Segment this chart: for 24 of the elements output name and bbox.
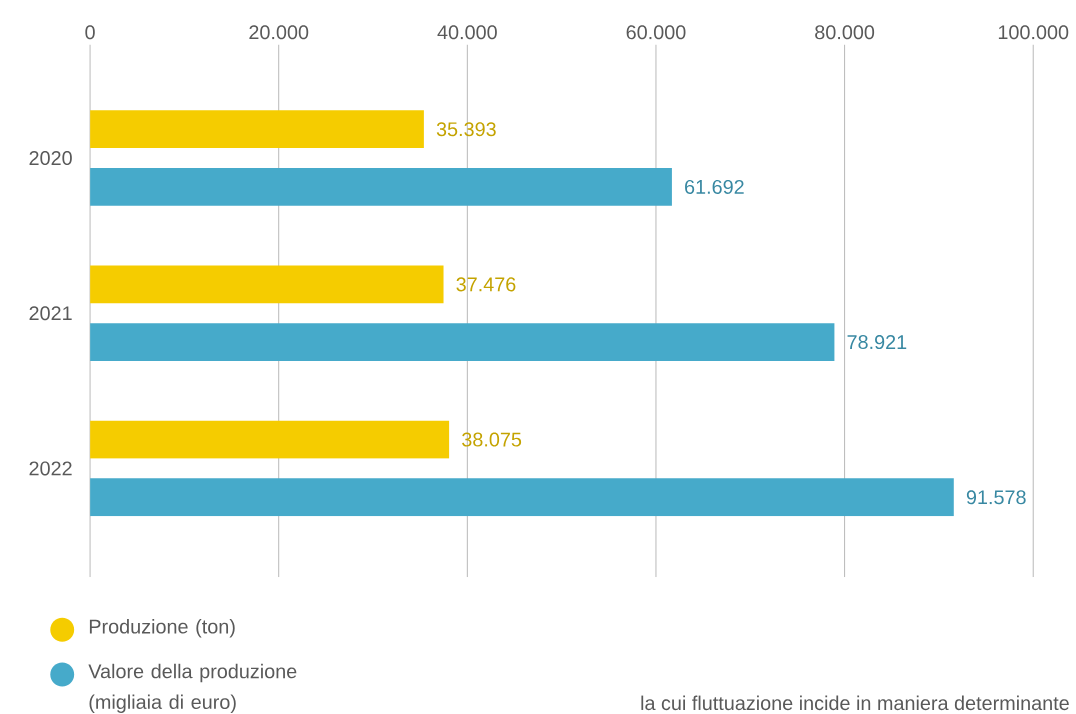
text: la cui fluttuazione incide in maniera determinante xyxy=(641,695,1069,710)
bar xyxy=(90,265,444,304)
x-tick-label: 40.000 xyxy=(437,25,497,40)
x-tick-label: 80.000 xyxy=(815,25,875,40)
bar xyxy=(90,420,450,459)
y-tick-label: 2021 xyxy=(29,306,72,321)
bar xyxy=(90,323,835,361)
data-label: 78.921 xyxy=(847,334,907,349)
bar xyxy=(90,167,672,206)
bar xyxy=(90,478,954,517)
data-label: 37.476 xyxy=(456,277,516,292)
legend-label: Produzione (ton) xyxy=(89,618,235,638)
data-label: 61.692 xyxy=(685,179,744,194)
data-label: 35.393 xyxy=(436,122,496,137)
x-tick-label: 0 xyxy=(85,25,95,40)
data-label: 91.578 xyxy=(966,490,1026,505)
y-tick-label: 2020 xyxy=(29,150,72,165)
data-label: 38.075 xyxy=(462,432,522,447)
x-tick-label: 60.000 xyxy=(626,25,686,40)
legend-label: Valore della produzione (migliaia di euro) xyxy=(88,663,297,713)
x-tick-label: 100.000 xyxy=(998,25,1069,40)
x-tick-label: 20.000 xyxy=(249,25,309,40)
y-tick-label: 2022 xyxy=(29,461,72,476)
bar xyxy=(90,110,424,148)
